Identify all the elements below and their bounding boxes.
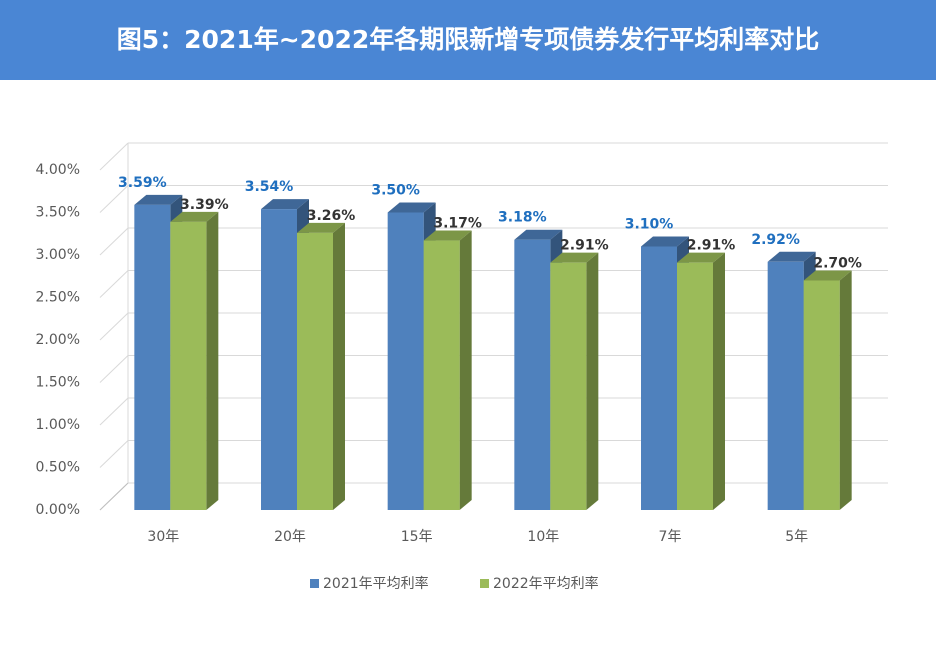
bar-face (550, 262, 587, 510)
bar-face (677, 262, 713, 510)
bar-face (423, 230, 472, 241)
data-label: 3.59% (118, 175, 167, 191)
legend-label: 2021年平均利率 (323, 575, 429, 592)
bar (550, 252, 599, 510)
x-tick-label: 20年 (274, 529, 306, 545)
grid-line (99, 270, 129, 298)
data-label: 2.92% (751, 232, 800, 248)
bar-face (333, 222, 345, 510)
data-label: 2.91% (687, 238, 736, 254)
y-tick-label: 2.00% (36, 332, 80, 348)
bar (297, 222, 345, 510)
data-label: 3.50% (371, 183, 420, 199)
grid-line (99, 312, 129, 341)
bar-face (514, 229, 563, 240)
y-tick-label: 4.00% (36, 162, 80, 178)
bar (803, 270, 852, 510)
data-label: 3.10% (625, 217, 674, 233)
grid-line (99, 355, 129, 383)
data-label: 2.91% (560, 238, 609, 254)
bar-face (134, 194, 183, 205)
bar (677, 252, 725, 510)
y-tick-label: 1.00% (36, 417, 80, 433)
bar-face (677, 252, 725, 263)
x-tick-label: 5年 (785, 529, 808, 545)
chart: 0.00% 0.50% 1.00% 1.50% 2.00% 2.50% 3.00% 3.50%… (36, 142, 888, 592)
bar-face (641, 236, 689, 247)
chart-title: 图5：2021年~2022年各期限新增专项债券发行平均利率对比 (0, 0, 936, 80)
grid-line (99, 227, 129, 256)
grid-line (99, 185, 129, 213)
bar-face (767, 251, 816, 262)
x-tick-label: 7年 (659, 529, 682, 545)
bar-face (261, 209, 297, 510)
page: 图5：2021年~2022年各期限新增专项债券发行平均利率对比 0.00% 0.5… (0, 0, 936, 592)
bar-face (170, 211, 219, 222)
bar-face (206, 211, 219, 510)
legend-swatch (310, 579, 319, 588)
bar-face (387, 212, 424, 510)
grid-line (99, 397, 129, 426)
y-tick-label: 1.50% (36, 375, 80, 391)
legend-swatch (480, 579, 489, 588)
bar-face (514, 239, 551, 510)
bar-face (839, 270, 852, 510)
axis-line (99, 482, 129, 511)
bar-face (459, 230, 472, 511)
bar-face (261, 199, 309, 210)
data-label: 3.17% (433, 216, 482, 232)
x-tick-label: 10年 (527, 529, 559, 545)
bar (423, 230, 472, 511)
data-label: 3.18% (498, 210, 547, 226)
bar-face (297, 232, 333, 510)
bar (170, 211, 219, 510)
bar-face (170, 221, 207, 510)
bar-face (713, 252, 725, 510)
data-label: 3.39% (180, 197, 229, 213)
bar-face (423, 240, 460, 511)
bar-face (297, 222, 345, 233)
bar-face (767, 261, 804, 510)
bar-face (550, 252, 599, 263)
x-tick-label: 15年 (401, 529, 433, 545)
bar-face (387, 202, 436, 213)
data-label: 3.54% (245, 179, 294, 195)
bar-face (803, 270, 852, 281)
grid-line (99, 142, 129, 171)
y-tick-label: 0.00% (36, 502, 80, 518)
y-tick-label: 3.50% (36, 205, 80, 221)
bar-face (134, 204, 171, 510)
data-label: 2.70% (813, 256, 862, 272)
y-tick-label: 2.50% (36, 290, 80, 306)
bar-face (803, 280, 840, 510)
data-label: 3.26% (307, 208, 356, 224)
y-tick-label: 3.00% (36, 247, 80, 263)
bar-face (641, 246, 677, 510)
bar-face (586, 252, 599, 510)
legend-label: 2022年平均利率 (493, 575, 599, 592)
grid-line (99, 440, 129, 468)
x-tick-label: 30年 (147, 529, 179, 545)
y-tick-label: 0.50% (36, 460, 80, 476)
